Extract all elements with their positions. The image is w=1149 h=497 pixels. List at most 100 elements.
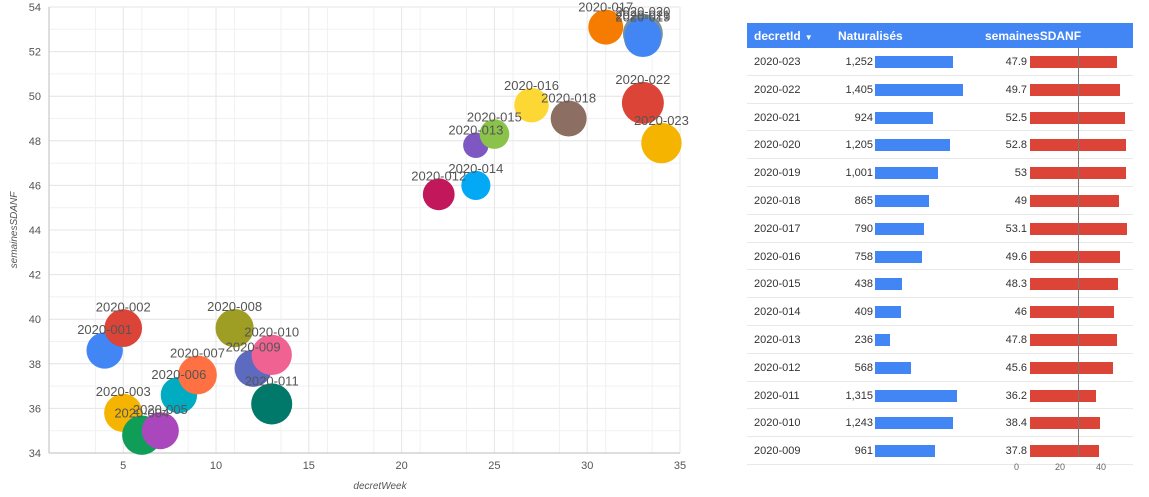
table-row[interactable]: 2020-018 865 49 — [747, 187, 1133, 215]
bubble-point[interactable] — [641, 122, 682, 164]
bubble-label: 2020-008 — [207, 299, 262, 314]
cell-semainessdanf: 38.4 — [1005, 417, 1027, 430]
cell-decretid: 2020-019 — [754, 167, 801, 180]
semainessdanf-bar — [1030, 417, 1100, 430]
naturalises-bar — [875, 361, 911, 374]
naturalises-bar — [875, 417, 953, 430]
semainessdanf-bar — [1030, 111, 1126, 124]
cell-naturalises: 1,252 — [845, 56, 873, 68]
cell-naturalises: 409 — [854, 306, 873, 319]
bubble-point[interactable] — [621, 81, 664, 124]
bubble-chart: 5 10 15 20 25 30 35 34 36 38 40 42 44 46 48 50 52 54 2020… — [9, 0, 689, 492]
column-header-naturalises[interactable]: Naturalisés — [838, 29, 903, 43]
bubble-point[interactable] — [588, 9, 624, 45]
cell-naturalises: 1,205 — [845, 139, 873, 152]
bubble-point[interactable] — [422, 178, 455, 211]
table-row[interactable]: 2020-012 568 45.6 — [747, 354, 1133, 382]
y-tick-label: 46 — [29, 180, 41, 192]
bubble-label: 2020-020 — [615, 4, 670, 19]
cell-naturalises: 568 — [854, 361, 873, 374]
cell-naturalises: 790 — [854, 222, 873, 235]
bubble-label: 2020-019 — [615, 9, 670, 24]
bubble-point[interactable] — [215, 309, 254, 348]
bubble-point[interactable] — [178, 355, 217, 395]
bubble-label: 2020-004 — [114, 405, 169, 420]
y-tick-label: 42 — [29, 270, 41, 282]
table-row[interactable]: 2020-022 1,405 49.7 — [747, 76, 1133, 104]
cell-naturalises: 1,001 — [845, 167, 873, 180]
naturalises-bar — [875, 333, 890, 346]
cell-semainessdanf: 45.6 — [1005, 361, 1027, 374]
naturalises-bar — [875, 389, 958, 402]
cell-semainessdanf: 47.8 — [1005, 333, 1027, 346]
bubble-label: 2020-021 — [615, 8, 670, 23]
bubble-point[interactable] — [624, 17, 662, 55]
semainessdanf-bar — [1030, 250, 1121, 263]
cell-semainessdanf: 53 — [1014, 167, 1027, 180]
bar-axis-tick-label: 0 — [1014, 462, 1020, 472]
bubble-point[interactable] — [550, 100, 587, 137]
cell-naturalises: 1,315 — [845, 389, 873, 402]
cell-semainessdanf: 48.3 — [1005, 278, 1027, 291]
cell-decretid: 2020-009 — [754, 445, 801, 458]
x-tick-label: 30 — [581, 460, 593, 472]
cell-naturalises: 961 — [854, 445, 873, 458]
bubble-label: 2020-009 — [226, 340, 281, 355]
reference-line — [1078, 48, 1079, 457]
semainessdanf-bar — [1030, 56, 1118, 68]
cell-semainessdanf: 37.8 — [1005, 445, 1027, 458]
bubble-label: 2020-006 — [151, 367, 206, 382]
column-header-semainessdanf[interactable]: semainesSDANF — [985, 29, 1082, 43]
bubble-label: 2020-018 — [541, 91, 596, 106]
cell-naturalises: 1,243 — [845, 417, 873, 430]
semainessdanf-bar — [1030, 445, 1099, 458]
column-header-decretid[interactable]: decretId ▼ — [754, 29, 813, 43]
bubble-label: 2020-002 — [96, 299, 151, 314]
table-row[interactable]: 2020-023 1,252 47.9 — [747, 48, 1133, 76]
naturalises-bar — [875, 306, 901, 319]
table-row[interactable]: 2020-019 1,001 53 — [747, 159, 1133, 187]
table-row[interactable]: 2020-015 438 48.3 — [747, 270, 1133, 299]
bubble-point[interactable] — [461, 170, 491, 200]
bubble-point[interactable] — [251, 334, 292, 376]
naturalises-bar — [875, 278, 903, 291]
y-axis-title: semainesSDANF — [9, 191, 20, 269]
bubble-point[interactable] — [141, 412, 179, 450]
cell-decretid: 2020-018 — [754, 194, 801, 207]
table-row[interactable]: 2020-014 409 46 — [747, 298, 1133, 326]
semaines-bar-axis: 0 20 40 — [1014, 457, 1133, 475]
cell-decretid: 2020-022 — [754, 83, 801, 96]
bubble-point[interactable] — [104, 309, 143, 347]
cell-naturalises: 865 — [854, 194, 873, 207]
table-row[interactable]: 2020-010 1,243 38.4 — [747, 409, 1133, 438]
y-tick-label: 40 — [29, 314, 41, 326]
semainessdanf-bar — [1030, 194, 1120, 207]
y-tick-label: 44 — [29, 225, 41, 237]
bubble-point[interactable] — [479, 119, 510, 149]
table-row[interactable]: 2020-020 1,205 52.8 — [747, 131, 1133, 160]
data-table: decretId ▼ Naturalisés semainesSDANF 2020… — [747, 23, 1133, 472]
table-row[interactable]: 2020-009 961 37.8 — [747, 437, 1133, 465]
bubble-label: 2020-015 — [467, 109, 522, 124]
sort-desc-icon[interactable]: ▼ — [804, 33, 813, 42]
cell-semainessdanf: 49.7 — [1005, 83, 1027, 96]
table-row[interactable]: 2020-016 758 49.6 — [747, 243, 1133, 271]
bubble-label: 2020-017 — [578, 0, 633, 15]
cell-decretid: 2020-010 — [754, 417, 801, 430]
semainessdanf-bar — [1030, 278, 1118, 291]
naturalises-bar — [875, 194, 930, 207]
y-tick-label: 52 — [29, 47, 41, 59]
x-tick-label: 15 — [303, 460, 315, 472]
naturalises-bar — [875, 167, 938, 180]
table-row[interactable]: 2020-011 1,315 36.2 — [747, 382, 1133, 410]
cell-naturalises: 924 — [854, 111, 873, 124]
table-row[interactable]: 2020-013 236 47.8 — [747, 326, 1133, 354]
naturalises-bar — [875, 222, 925, 235]
table-row[interactable]: 2020-017 790 53.1 — [747, 215, 1133, 243]
table-row[interactable]: 2020-021 924 52.5 — [747, 104, 1133, 132]
cell-decretid: 2020-017 — [754, 222, 801, 235]
cell-decretid: 2020-021 — [754, 111, 801, 124]
bubble-point[interactable] — [514, 87, 549, 123]
bubble-point[interactable] — [251, 383, 293, 425]
x-tick-label: 25 — [488, 460, 500, 472]
